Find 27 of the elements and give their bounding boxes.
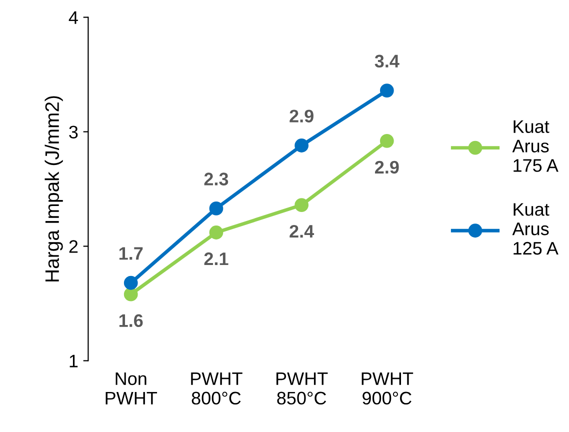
point: [294, 198, 309, 212]
data-label: 1.6: [119, 314, 143, 328]
point: [380, 84, 394, 98]
x-tick-label: PWHT 800°C: [191, 372, 242, 405]
data-label: 2.3: [204, 172, 228, 186]
x-tick-label: PWHT 850°C: [276, 372, 328, 405]
y-tick-label: 1: [70, 354, 78, 368]
data-label: 2.1: [204, 252, 228, 266]
y-tick-label: 2: [69, 240, 78, 253]
data-label: 2.9: [290, 110, 314, 122]
y-tick-label: 3: [69, 126, 78, 138]
y-tick-label: 4: [68, 11, 78, 24]
data-label: 3.4: [374, 54, 400, 68]
data-label: 2.9: [375, 160, 399, 174]
point: [209, 226, 224, 240]
legend-label: Kuat Arus 125 A: [512, 203, 558, 255]
x-tick-label: PWHT 900°C: [362, 372, 414, 405]
point: [380, 134, 394, 148]
x-tick-label: Non PWHT: [106, 372, 158, 404]
point: [294, 138, 309, 152]
point: [124, 287, 138, 302]
data-label: 2.4: [290, 224, 314, 238]
y-axis-title: Harga Impak (J/mm2): [44, 96, 63, 282]
data-label: 1.7: [119, 247, 143, 260]
legend-label: Kuat Arus 175 A: [512, 120, 558, 172]
point: [209, 202, 224, 216]
point: [124, 276, 138, 290]
